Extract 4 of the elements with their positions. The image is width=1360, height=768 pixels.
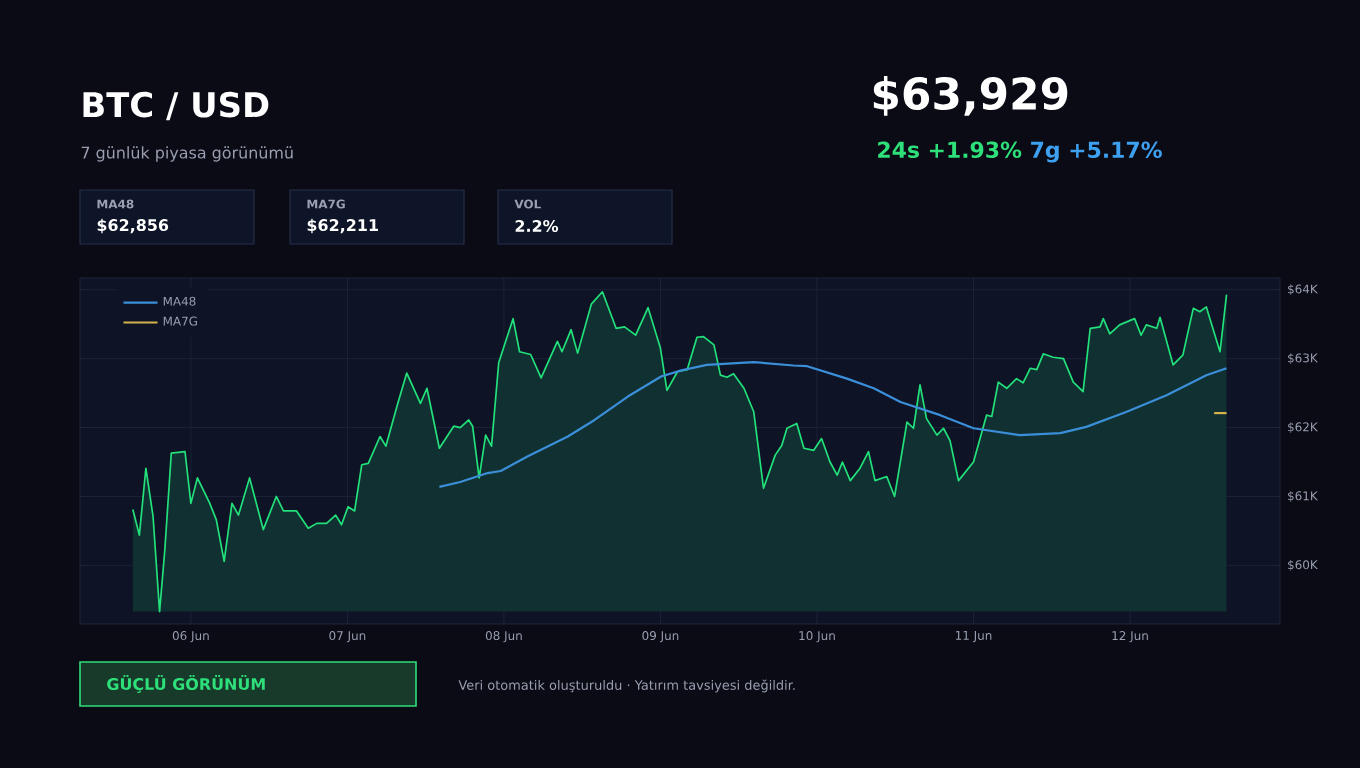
chart-title: BTC / USD	[83, 91, 269, 121]
text: 24s +1.93%	[878, 141, 1022, 159]
text: $63,929	[873, 76, 1068, 116]
text: 7g +5.17%	[1031, 141, 1162, 163]
